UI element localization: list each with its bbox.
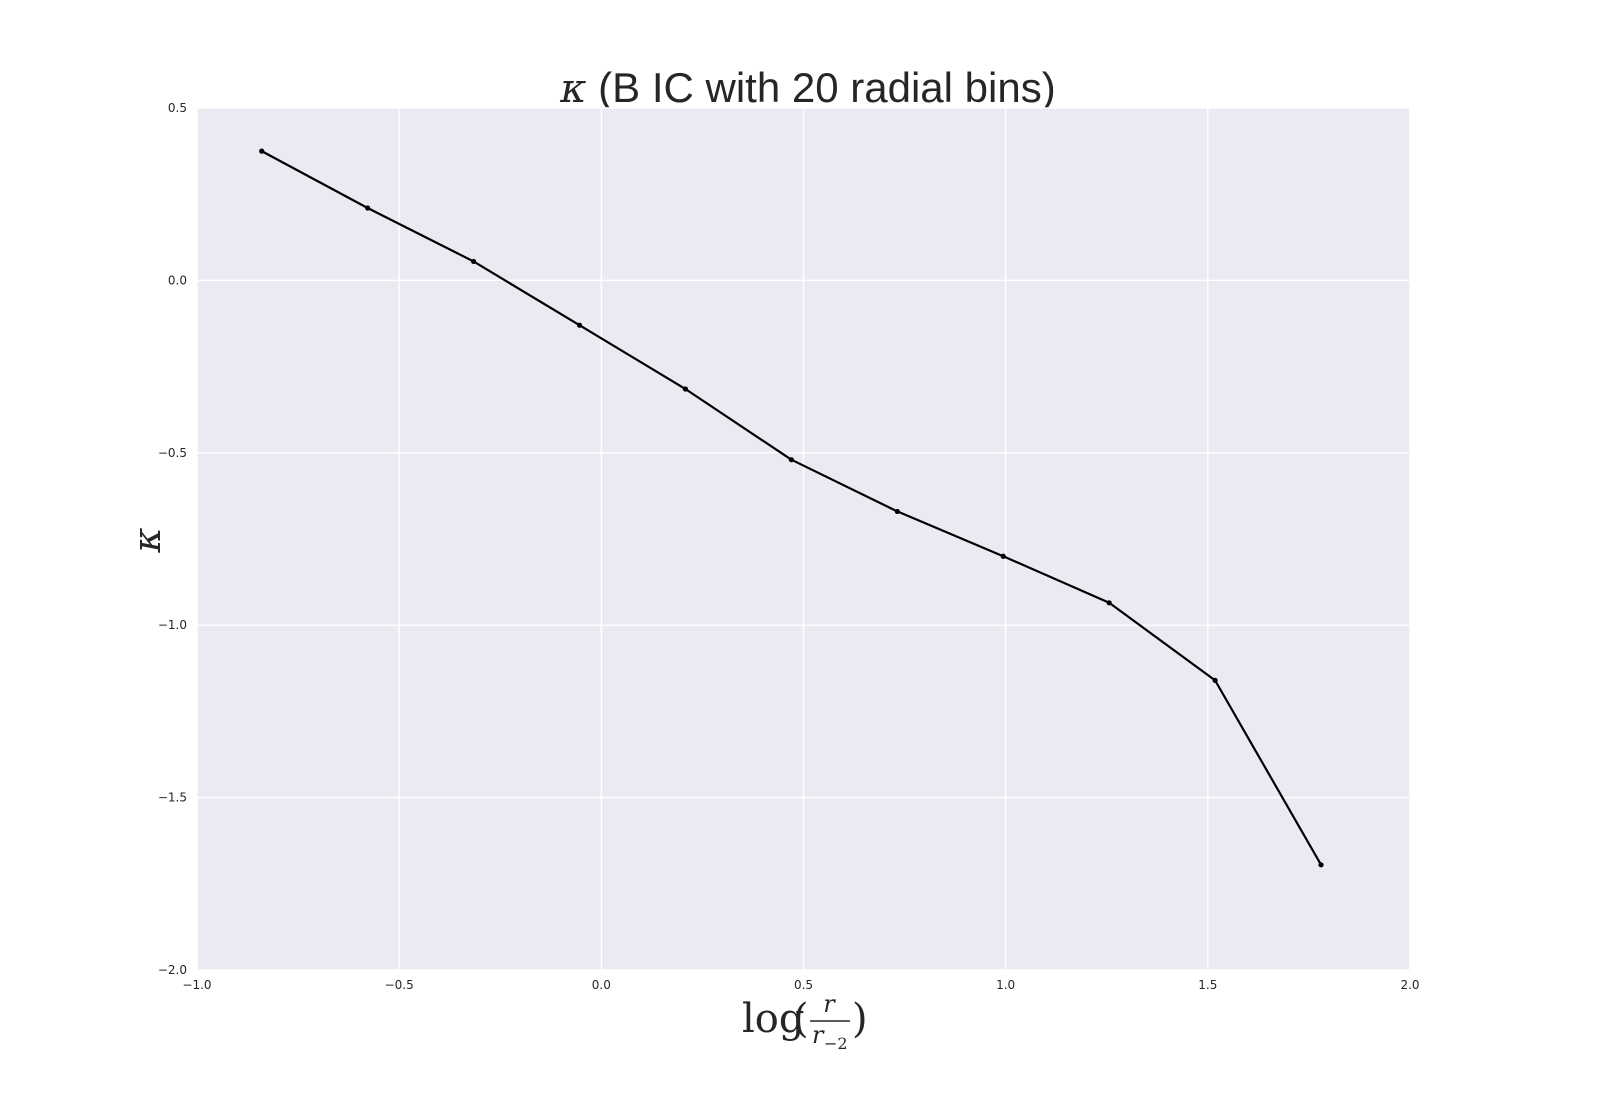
data-point [1212, 677, 1218, 683]
chart-title-symbol: κ [559, 66, 586, 112]
x-axis-label-close-paren: ) [852, 996, 868, 1042]
data-point [470, 258, 477, 265]
x-axis-label-numerator: r [823, 990, 836, 1018]
x-tick-label: 0.0 [592, 978, 611, 992]
y-tick-label: −1.0 [158, 618, 187, 632]
data-point [1000, 553, 1006, 559]
x-axis-label-denominator: r [812, 1021, 825, 1049]
y-axis-label: κ [125, 527, 169, 553]
data-point [576, 322, 583, 328]
data-point [365, 205, 371, 211]
x-axis-label: log ( r r −2 ) [742, 990, 868, 1053]
x-axis-label-subscript: −2 [824, 1034, 848, 1053]
x-tick-label: −1.0 [182, 978, 211, 992]
x-tick-label: 0.5 [794, 978, 813, 992]
series-layer [259, 148, 1324, 868]
data-point [259, 148, 265, 154]
x-tick-labels: −1.0 −0.5 0.0 0.5 1.0 1.5 2.0 [182, 978, 1419, 992]
data-point [894, 508, 900, 515]
y-tick-label: −1.5 [158, 791, 187, 805]
data-point [1318, 862, 1324, 868]
x-tick-label: 1.0 [996, 978, 1015, 992]
data-point [682, 386, 689, 392]
x-tick-label: 1.5 [1198, 978, 1217, 992]
chart-title: κ (B IC with 20 radial bins) [559, 64, 1055, 112]
y-tick-label: 0.5 [168, 101, 187, 115]
gridlines [196, 107, 1411, 971]
y-tick-label: −2.0 [158, 963, 187, 977]
x-tick-label: 2.0 [1400, 978, 1419, 992]
y-tick-label: −0.5 [158, 446, 187, 460]
x-axis-label-func: log [742, 996, 804, 1042]
y-tick-labels: −2.0 −1.5 −1.0 −0.5 0.0 0.5 [158, 101, 187, 977]
y-tick-label: 0.0 [168, 273, 187, 287]
data-point [788, 457, 794, 463]
data-point [1106, 600, 1112, 606]
x-axis-label-open-paren: ( [793, 996, 809, 1042]
chart-title-text: (B IC with 20 radial bins) [587, 64, 1056, 111]
x-tick-label: −0.5 [385, 978, 414, 992]
